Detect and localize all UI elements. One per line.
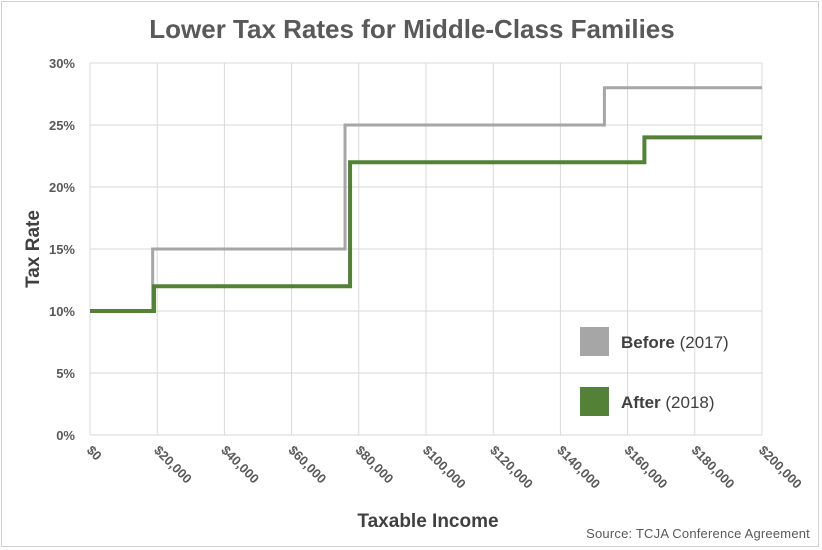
- x-tick-labels: $0 $20,000 $40,000 $60,000 $80,000 $100,000 $1…: [84, 443, 805, 492]
- series-line-after: [90, 135, 762, 313]
- x-tick-label: $200,000: [756, 443, 805, 492]
- y-tick-label: 15%: [49, 242, 75, 257]
- x-tick-label: $120,000: [487, 443, 536, 492]
- y-tick-label: 5%: [56, 366, 75, 381]
- legend-swatch-after: [580, 387, 609, 416]
- y-axis-label: Tax Rate: [23, 210, 44, 288]
- y-tick-label: 25%: [49, 118, 75, 133]
- chart-title: Lower Tax Rates for Middle-Class Familie…: [149, 14, 674, 44]
- x-tick-label: $140,000: [554, 443, 603, 492]
- x-tick-label: $60,000: [285, 443, 329, 487]
- y-tick-label: 30%: [49, 56, 75, 71]
- x-tick-label: $180,000: [689, 443, 738, 492]
- legend-label-before: Before (2017): [621, 333, 729, 352]
- legend: Before (2017) After (2018): [580, 327, 729, 416]
- legend-label-after: After (2018): [621, 393, 715, 412]
- x-tick-label: $20,000: [151, 443, 195, 487]
- x-tick-label: $100,000: [420, 443, 469, 492]
- x-tick-label: $80,000: [353, 443, 397, 487]
- series-lines: [90, 86, 762, 313]
- x-tick-label: $0: [84, 443, 105, 464]
- y-tick-label: 0%: [56, 428, 75, 443]
- x-tick-label: $40,000: [218, 443, 262, 487]
- x-tick-label: $160,000: [621, 443, 670, 492]
- y-tick-label: 20%: [49, 180, 75, 195]
- y-tick-labels: 0% 5% 10% 15% 20% 25% 30%: [49, 56, 75, 443]
- y-tick-label: 10%: [49, 304, 75, 319]
- legend-swatch-before: [580, 327, 609, 356]
- x-axis-label: Taxable Income: [357, 511, 498, 532]
- source-note: Source: TCJA Conference Agreement: [586, 526, 810, 541]
